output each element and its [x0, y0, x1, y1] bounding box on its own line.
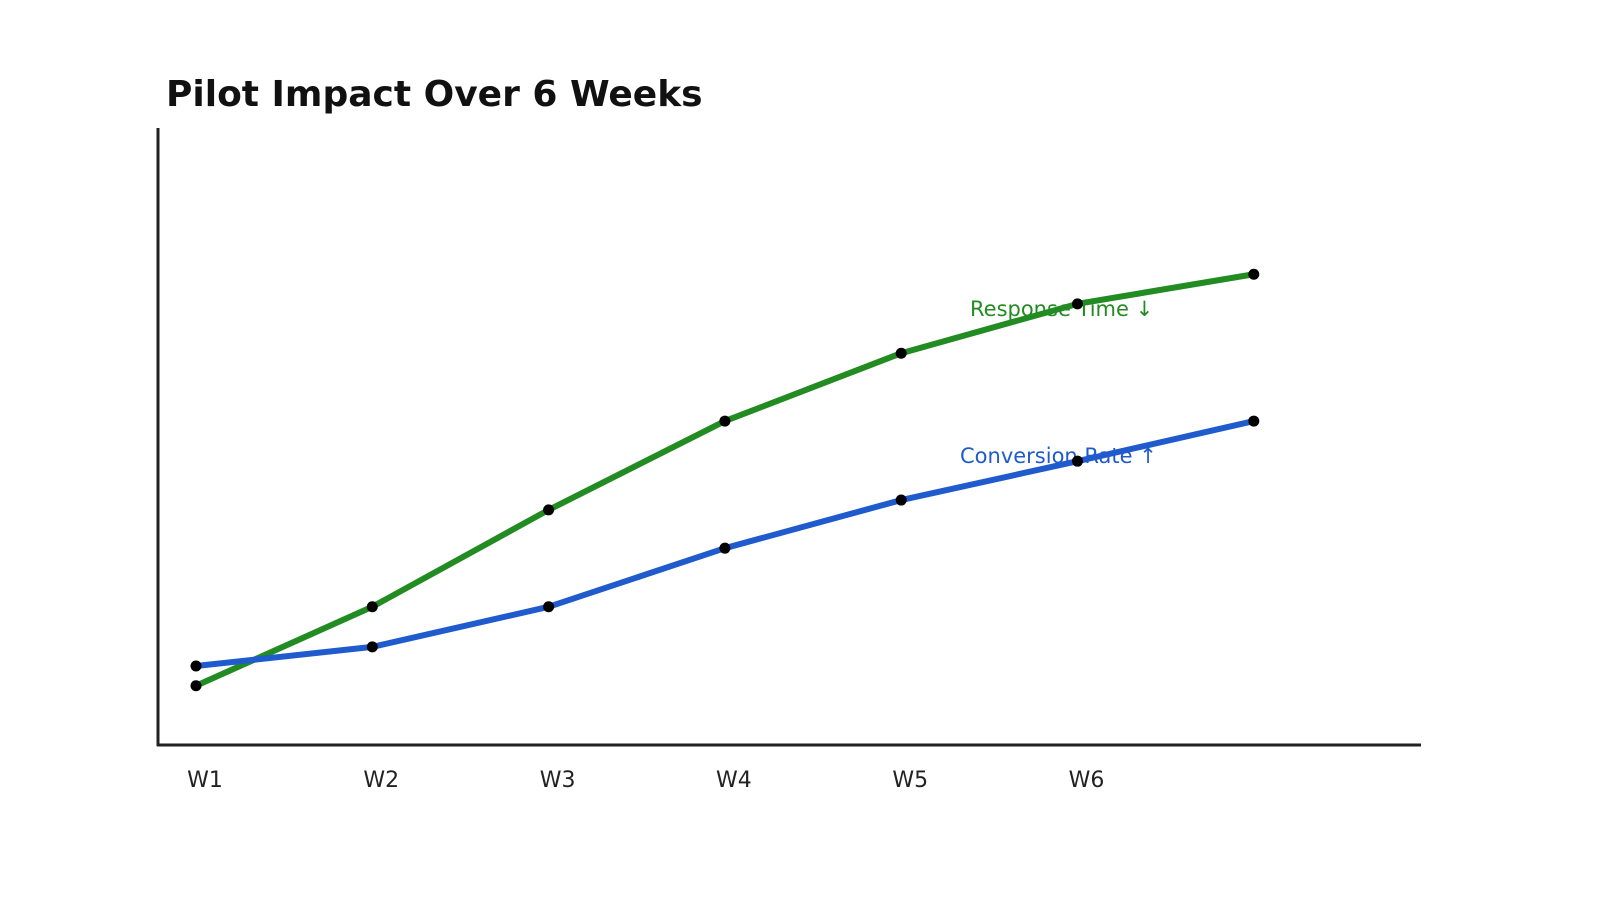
data-point — [1248, 415, 1260, 427]
data-point — [1072, 455, 1083, 467]
x-tick-label: W4 — [716, 768, 752, 793]
data-point — [895, 494, 907, 506]
x-tick-label: W2 — [363, 768, 399, 793]
x-tick-label: W3 — [540, 768, 576, 793]
data-point — [190, 680, 202, 692]
data-point — [543, 601, 555, 613]
data-point — [366, 601, 378, 613]
series-line — [194, 271, 1255, 689]
data-point — [719, 542, 731, 554]
data-point — [366, 641, 378, 653]
data-point — [895, 347, 907, 359]
data-point — [1072, 298, 1083, 310]
x-tick-label: W6 — [1069, 768, 1105, 793]
data-point — [719, 415, 731, 427]
data-point — [543, 504, 555, 516]
data-point — [190, 660, 202, 672]
x-tick-label: W5 — [892, 768, 928, 793]
chart-title: Pilot Impact Over 6 Weeks — [166, 74, 703, 115]
x-tick-label: W1 — [187, 768, 223, 793]
data-point — [1248, 268, 1260, 280]
